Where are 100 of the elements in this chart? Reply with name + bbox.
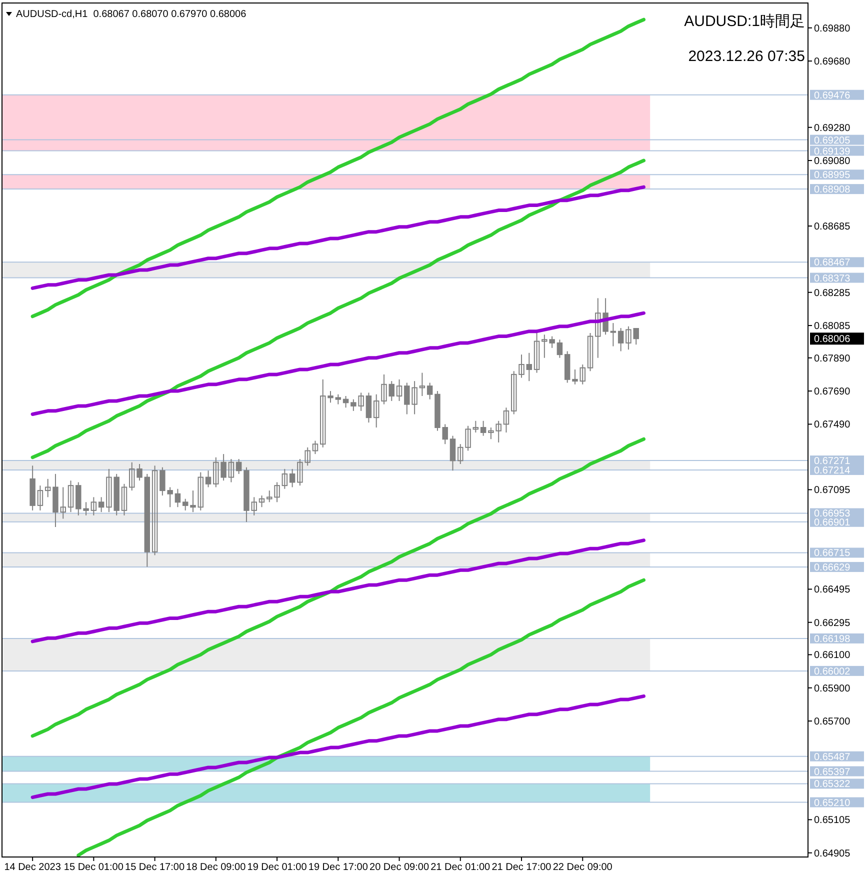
y-tick-label: 0.65105 (814, 815, 851, 826)
candlestick (174, 488, 181, 508)
y-tick-label: 0.65700 (814, 716, 851, 728)
candlestick (335, 394, 342, 405)
candlestick (129, 462, 135, 492)
ref-line-label: 0.66629 (814, 562, 851, 574)
candlestick (136, 463, 142, 482)
candlestick (68, 480, 74, 513)
candlestick (98, 496, 104, 513)
text: 2023.12.26 07:35 (688, 48, 805, 65)
x-tick-label: 14 Dec 2023 (4, 862, 62, 873)
candlestick (587, 332, 594, 372)
candlestick (328, 390, 334, 404)
candlestick (450, 435, 456, 472)
candlestick (556, 339, 563, 358)
y-tick-label: 0.66495 (814, 584, 851, 596)
y-tick-label: 0.67690 (814, 386, 851, 398)
ref-line-label: 0.66953 (814, 508, 851, 520)
x-tick-label: 22 Dec 09:00 (552, 862, 613, 873)
y-tick-label: 0.68285 (814, 288, 851, 299)
candlestick (388, 380, 394, 402)
ref-line-label: 0.69139 (814, 146, 851, 158)
candlestick (342, 396, 349, 408)
ref-line-label: 0.67214 (814, 465, 851, 476)
candlestick (190, 490, 196, 513)
candlestick (198, 472, 204, 511)
candlestick (426, 382, 433, 400)
y-tick-label: 0.67890 (814, 353, 851, 364)
candlestick (205, 470, 212, 488)
text: 0.68006 (814, 334, 851, 346)
candlestick (182, 498, 188, 511)
y-tick-label: 0.67095 (814, 485, 851, 496)
candlestick (472, 420, 479, 433)
candlestick (228, 458, 234, 483)
candlestick (518, 354, 524, 378)
candlestick (396, 378, 402, 402)
candlestick (580, 364, 586, 385)
ref-line-label: 0.65322 (814, 779, 851, 790)
ref-line-label: 0.66002 (814, 666, 851, 678)
y-tick-label: 0.68685 (814, 222, 851, 233)
candlestick (366, 392, 372, 424)
ref-line-label: 0.69205 (814, 135, 851, 146)
line-series (30, 538, 646, 644)
x-tick-label: 20 Dec 09:00 (370, 862, 430, 873)
y-tick-label: 0.68085 (814, 321, 851, 332)
candlestick (503, 407, 510, 433)
candlestick (526, 352, 532, 382)
y-tick-label: 0.69880 (814, 23, 851, 34)
candlestick (419, 372, 426, 397)
candlestick (44, 478, 51, 498)
line-series (76, 578, 646, 857)
candlestick (373, 394, 380, 428)
ref-line-label: 0.68908 (814, 184, 851, 196)
y-tick-label: 0.66295 (814, 618, 851, 629)
y-tick-label: 0.65900 (814, 683, 851, 694)
candlestick (480, 420, 486, 436)
line-series (30, 185, 646, 290)
y-tick-label: 0.69680 (814, 56, 851, 68)
candlestick (511, 370, 517, 415)
candlestick (381, 374, 387, 405)
candlestick (236, 458, 242, 474)
candlestick (312, 440, 318, 455)
candlestick (282, 468, 288, 490)
candlestick (60, 486, 66, 520)
candlestick (289, 468, 296, 488)
ref-line-label: 0.65487 (814, 752, 851, 763)
y-tick-label: 0.66100 (814, 650, 851, 662)
x-tick-label: 15 Dec 17:00 (125, 862, 185, 873)
x-tick-label: 19 Dec 01:00 (247, 862, 308, 873)
candlestick (618, 328, 624, 352)
x-tick-label: 19 Dec 17:00 (308, 862, 368, 873)
candlestick (572, 368, 578, 385)
x-tick-label: 21 Dec 01:00 (430, 862, 491, 873)
candlestick (90, 496, 97, 516)
candlestick (37, 485, 44, 511)
ref-line-label: 0.68995 (814, 170, 851, 182)
candlestick (121, 483, 128, 516)
ref-line-label: 0.65397 (814, 766, 851, 778)
text: AUDUSD:1時間足 (684, 13, 805, 30)
ref-line-label: 0.66715 (814, 548, 851, 560)
ref-line-label: 0.68467 (814, 258, 851, 269)
y-tick-label: 0.64905 (814, 848, 851, 860)
x-tick-label: 18 Dec 09:00 (186, 862, 246, 873)
ref-line-label: 0.68373 (814, 273, 851, 284)
y-tick-label: 0.69280 (814, 122, 851, 134)
ref-line-label: 0.65210 (814, 798, 851, 809)
ref-line-label: 0.67271 (814, 456, 851, 468)
line-series (30, 18, 646, 318)
line-series (30, 158, 646, 460)
ref-line-label: 0.66198 (814, 634, 851, 645)
candlestick (320, 378, 326, 448)
candlestick (152, 465, 158, 556)
line-series (30, 694, 646, 800)
ref-line-label: 0.66901 (814, 517, 851, 528)
text: AUDUSD-cd,H1 0.68067 0.68070 0.67970 0.68006 (16, 9, 247, 20)
candlestick (610, 322, 616, 347)
x-tick-label: 15 Dec 01:00 (64, 862, 124, 873)
line-series (30, 437, 646, 738)
line-series (30, 311, 646, 416)
ref-line-label: 0.69476 (814, 90, 851, 102)
